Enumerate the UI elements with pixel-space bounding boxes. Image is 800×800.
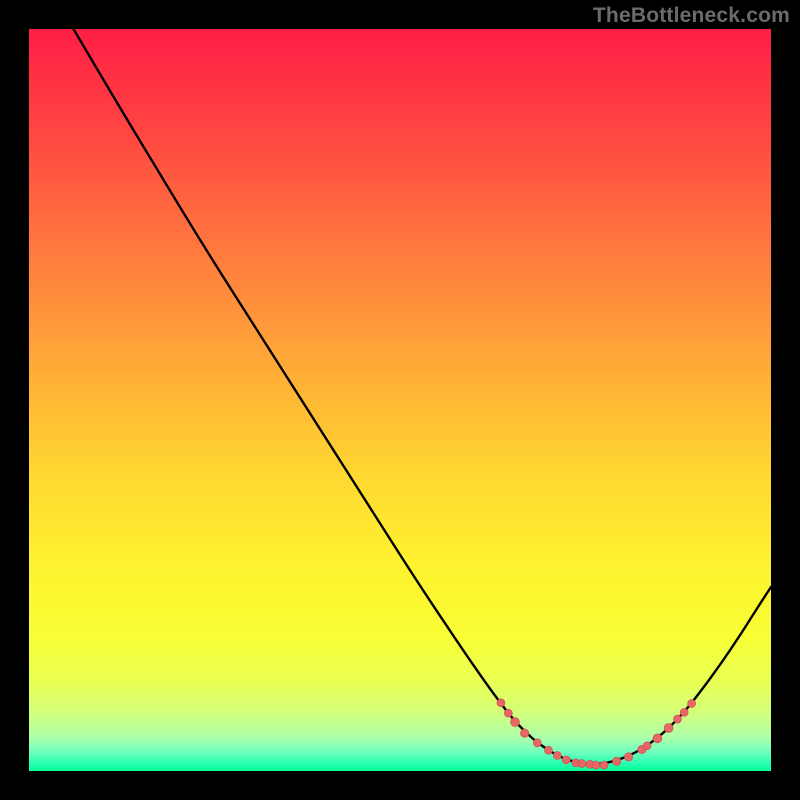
data-marker (653, 734, 662, 743)
data-marker (612, 757, 620, 765)
data-marker (544, 746, 552, 754)
data-marker (553, 751, 561, 759)
data-marker (497, 699, 505, 707)
data-marker (578, 760, 586, 768)
chart-overlay (29, 29, 771, 771)
data-marker (643, 742, 651, 750)
data-marker (600, 761, 608, 769)
data-marker (504, 709, 512, 717)
data-marker (688, 699, 696, 707)
page-container: TheBottleneck.com (0, 0, 800, 800)
data-marker (624, 753, 632, 761)
data-marker (592, 761, 600, 769)
data-marker (533, 739, 541, 747)
watermark-text: TheBottleneck.com (593, 4, 790, 28)
data-marker (520, 729, 528, 737)
data-marker (674, 715, 682, 723)
data-marker (511, 718, 520, 727)
bottleneck-curve (74, 29, 771, 764)
data-marker (562, 756, 570, 764)
data-marker (664, 723, 673, 732)
data-marker (680, 708, 688, 716)
plot-area (29, 29, 771, 771)
